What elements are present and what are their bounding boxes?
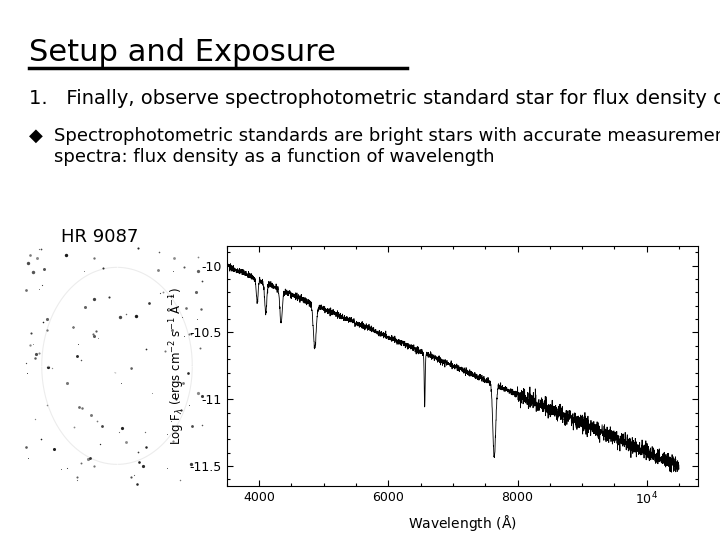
Text: 1.   Finally, observe spectrophotometric standard star for flux density calibrat: 1. Finally, observe spectrophotometric s… [29,89,720,108]
Circle shape [112,360,122,372]
Text: Setup and Exposure: Setup and Exposure [29,38,336,67]
Circle shape [96,340,138,392]
X-axis label: Wavelength ($\rm\AA$): Wavelength ($\rm\AA$) [408,513,517,533]
Text: ◆: ◆ [29,127,42,145]
Text: Spectrophotometric standards are bright stars with accurate measurements of thei: Spectrophotometric standards are bright … [54,127,720,145]
Text: HR 9087: HR 9087 [61,228,138,246]
Y-axis label: Log F$_\lambda$ (ergs cm$^{-2}$ s$^{-1}$ $\rm\AA^{-1}$): Log F$_\lambda$ (ergs cm$^{-2}$ s$^{-1}$… [166,287,185,444]
Circle shape [103,348,131,384]
Circle shape [109,355,125,377]
Circle shape [89,330,145,402]
Text: spectra: flux density as a function of wavelength: spectra: flux density as a function of w… [54,148,495,166]
